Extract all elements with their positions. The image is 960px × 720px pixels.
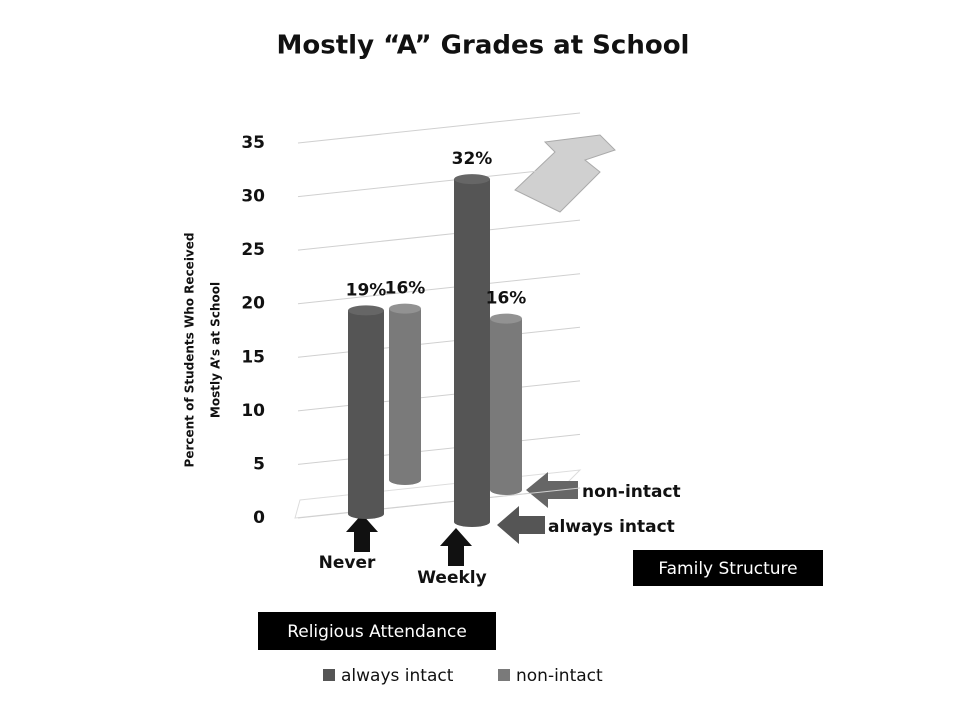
highlight-arrow bbox=[514, 134, 616, 213]
y-tick-label: 15 bbox=[241, 347, 265, 367]
grid-line bbox=[297, 112, 581, 144]
annotation: non-intact bbox=[582, 482, 681, 502]
legend-swatch bbox=[498, 669, 510, 681]
y-tick-label: 10 bbox=[241, 401, 265, 421]
y-tick-label: 20 bbox=[241, 294, 265, 314]
bar-top bbox=[389, 303, 421, 314]
legend-swatch bbox=[323, 669, 335, 681]
box-label: Religious Attendance bbox=[287, 622, 467, 642]
label-box bbox=[258, 612, 496, 650]
bar-body bbox=[389, 308, 421, 480]
bar bbox=[490, 313, 522, 495]
box-label: Family Structure bbox=[658, 559, 797, 579]
grid-line bbox=[297, 433, 581, 465]
grid-line bbox=[297, 487, 581, 519]
grid-line bbox=[297, 380, 581, 412]
y-label-line: Mostly A’s at School bbox=[209, 282, 223, 418]
category-arrow bbox=[346, 514, 378, 552]
y-tick-label: 30 bbox=[241, 187, 265, 207]
legend-label: always intact bbox=[341, 666, 454, 686]
grid-line bbox=[297, 219, 581, 251]
y-tick-label: 5 bbox=[253, 454, 265, 474]
value-label: 32% bbox=[452, 149, 493, 169]
bar-top bbox=[348, 305, 384, 316]
grid-line bbox=[297, 326, 581, 358]
bar-body bbox=[348, 310, 384, 514]
y-tick-label: 35 bbox=[241, 133, 265, 153]
value-label: 16% bbox=[486, 289, 527, 309]
bar-body bbox=[490, 318, 522, 490]
bar bbox=[454, 174, 490, 527]
bar-top bbox=[490, 313, 522, 324]
annotation-arrow bbox=[526, 472, 578, 508]
chart-title: Mostly “A” Grades at School bbox=[277, 31, 690, 61]
grid-line bbox=[297, 273, 581, 305]
y-tick-label: 25 bbox=[241, 240, 265, 260]
annotation-arrow bbox=[497, 506, 545, 544]
y-axis-label: Percent of Students Who Received Mostly … bbox=[183, 233, 223, 468]
bar-body bbox=[454, 179, 490, 522]
label-box bbox=[633, 550, 823, 586]
x-tick-label: Never bbox=[319, 553, 376, 573]
x-tick-label: Weekly bbox=[417, 568, 486, 588]
y-label-line: Percent of Students Who Received bbox=[183, 233, 197, 468]
value-label: 16% bbox=[385, 279, 426, 299]
category-arrow bbox=[440, 528, 472, 566]
bar-top bbox=[454, 174, 490, 185]
bar bbox=[348, 305, 384, 519]
annotation: always intact bbox=[548, 517, 675, 537]
value-label: 19% bbox=[346, 280, 387, 300]
y-tick-label: 0 bbox=[253, 508, 265, 528]
bar bbox=[389, 303, 421, 485]
legend-label: non-intact bbox=[516, 666, 603, 686]
grid-line bbox=[297, 166, 581, 198]
